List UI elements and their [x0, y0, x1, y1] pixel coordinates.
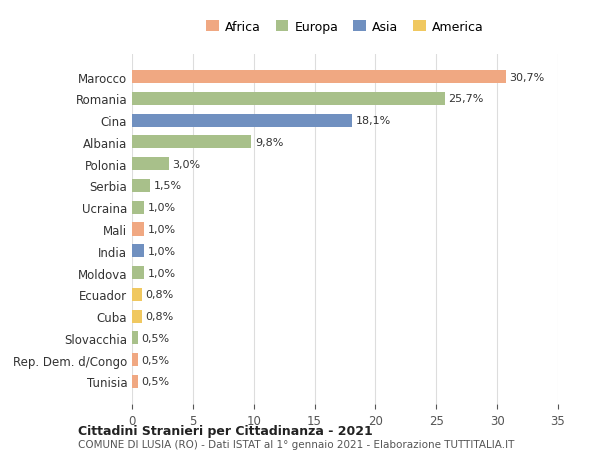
Bar: [132, 266, 144, 280]
Legend: Africa, Europa, Asia, America: Africa, Europa, Asia, America: [201, 16, 489, 39]
Text: 30,7%: 30,7%: [509, 73, 545, 83]
Text: 0,5%: 0,5%: [142, 355, 170, 365]
Text: 1,0%: 1,0%: [148, 203, 176, 213]
Bar: [132, 375, 138, 388]
Text: 1,5%: 1,5%: [154, 181, 182, 191]
Bar: [132, 158, 169, 171]
Text: 1,0%: 1,0%: [148, 224, 176, 235]
Text: 0,8%: 0,8%: [145, 311, 173, 321]
Text: COMUNE DI LUSIA (RO) - Dati ISTAT al 1° gennaio 2021 - Elaborazione TUTTITALIA.I: COMUNE DI LUSIA (RO) - Dati ISTAT al 1° …: [78, 440, 514, 449]
Bar: [132, 114, 352, 128]
Bar: [132, 223, 144, 236]
Text: 9,8%: 9,8%: [255, 138, 283, 148]
Text: Cittadini Stranieri per Cittadinanza - 2021: Cittadini Stranieri per Cittadinanza - 2…: [78, 424, 373, 437]
Text: 18,1%: 18,1%: [356, 116, 391, 126]
Bar: [132, 245, 144, 258]
Text: 0,8%: 0,8%: [145, 290, 173, 300]
Bar: [132, 288, 142, 301]
Bar: [132, 310, 142, 323]
Bar: [132, 331, 138, 345]
Text: 1,0%: 1,0%: [148, 246, 176, 256]
Bar: [132, 353, 138, 366]
Text: 0,5%: 0,5%: [142, 333, 170, 343]
Text: 3,0%: 3,0%: [172, 159, 200, 169]
Text: 0,5%: 0,5%: [142, 376, 170, 386]
Bar: [132, 201, 144, 214]
Text: 1,0%: 1,0%: [148, 268, 176, 278]
Bar: [132, 71, 506, 84]
Bar: [132, 136, 251, 149]
Bar: [132, 179, 150, 193]
Bar: [132, 93, 445, 106]
Text: 25,7%: 25,7%: [448, 94, 484, 104]
